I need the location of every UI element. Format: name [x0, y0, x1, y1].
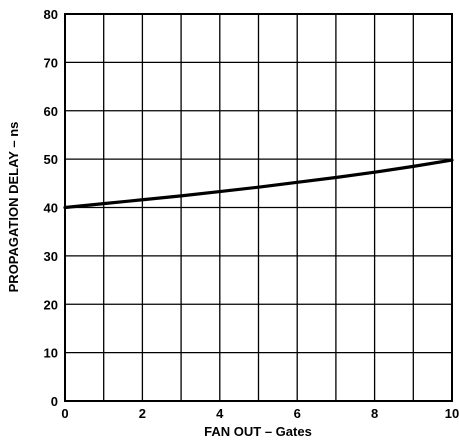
y-tick-label: 70: [44, 55, 58, 70]
y-tick-label: 50: [44, 152, 58, 167]
series-line-0: [63, 158, 454, 210]
x-tick-label: 10: [445, 406, 459, 421]
y-tick-label: 80: [44, 7, 58, 22]
y-tick-label: 10: [44, 346, 58, 361]
x-tick-label: 6: [294, 406, 301, 421]
x-tick-label: 0: [61, 406, 68, 421]
y-tick-label: 60: [44, 104, 58, 119]
x-tick-labels: 0 2 4 6 8 10: [61, 406, 459, 421]
y-axis-label: PROPAGATION DELAY – ns: [6, 122, 21, 293]
y-tick-label: 40: [44, 201, 58, 216]
y-tick-label: 0: [51, 394, 58, 409]
series-layer: [63, 158, 454, 210]
x-axis-label: FAN OUT – Gates: [204, 424, 312, 439]
x-tick-label: 4: [216, 406, 224, 421]
y-tick-labels: 0 10 20 30 40 50 60 70 80: [44, 7, 58, 409]
x-tick-label: 2: [139, 406, 146, 421]
y-tick-label: 20: [44, 297, 58, 312]
x-tick-label: 8: [371, 406, 378, 421]
grid: [65, 14, 452, 401]
y-tick-label: 30: [44, 249, 58, 264]
